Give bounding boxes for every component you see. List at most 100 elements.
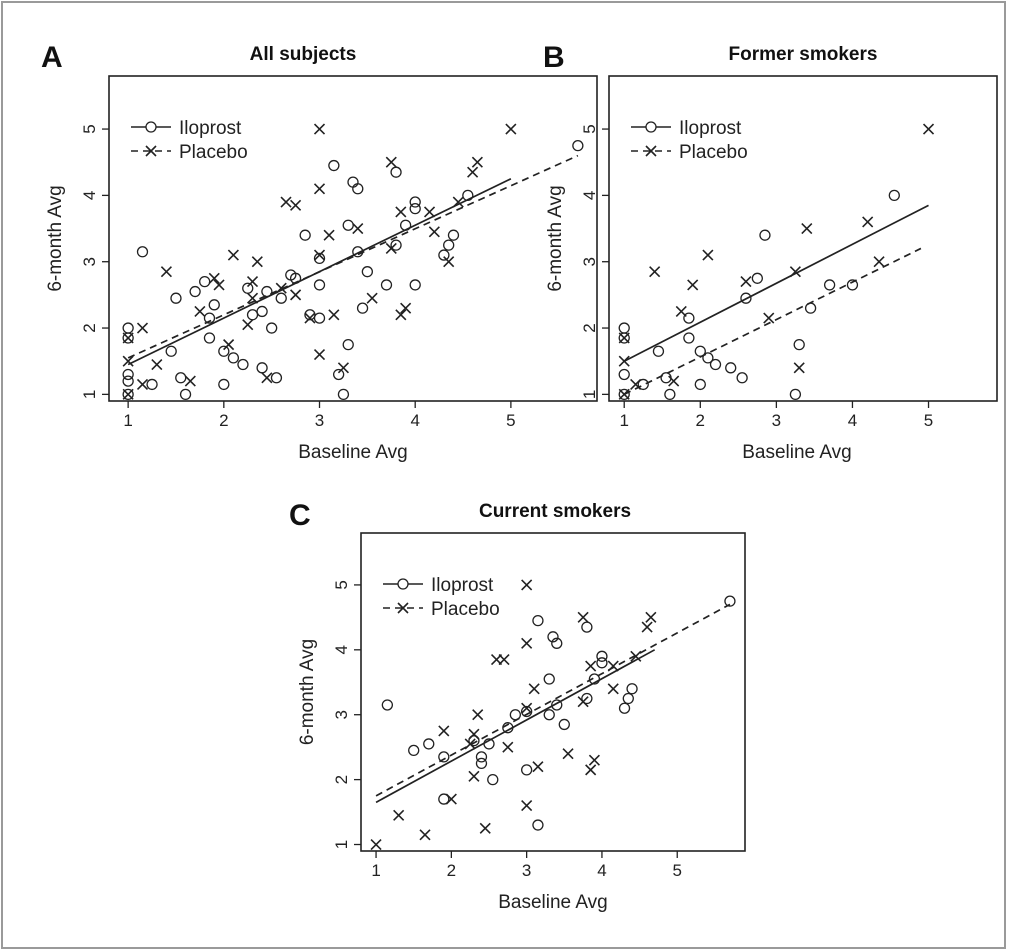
series-placebo: [122, 123, 579, 400]
point-iloprost: [637, 378, 649, 391]
point-iloprost: [313, 312, 326, 324]
point-iloprost: [170, 292, 182, 304]
point-placebo: [313, 183, 326, 195]
point-placebo: [618, 332, 630, 344]
legend-marker-circle: [645, 121, 657, 133]
x-tick-label: 3: [315, 411, 324, 430]
y-tick-label: 3: [80, 257, 99, 266]
point-iloprost: [532, 819, 544, 831]
point-iloprost: [520, 705, 533, 718]
panel-label: B: [543, 41, 565, 74]
point-placebo: [213, 279, 225, 291]
point-placebo: [428, 226, 440, 238]
point-placebo: [290, 199, 302, 211]
y-tick-label: 4: [332, 645, 351, 654]
plot-area: [618, 123, 935, 401]
point-placebo: [687, 279, 699, 291]
point-iloprost: [342, 338, 354, 351]
point-placebo: [242, 319, 254, 331]
point-placebo: [184, 375, 196, 387]
point-iloprost: [443, 239, 455, 251]
y-axis-label: 6-month Avg: [45, 185, 66, 291]
point-iloprost: [618, 322, 630, 334]
point-iloprost: [532, 614, 544, 627]
point-iloprost: [199, 275, 211, 288]
panel-title: All subjects: [250, 44, 357, 65]
point-placebo: [445, 793, 457, 805]
point-placebo: [472, 709, 484, 721]
point-iloprost: [759, 229, 771, 241]
point-iloprost: [543, 673, 555, 685]
y-tick-label: 2: [332, 775, 351, 784]
point-placebo: [395, 206, 407, 218]
point-placebo: [641, 621, 653, 633]
point-iloprost: [502, 722, 514, 734]
fit-line-placebo: [375, 603, 731, 797]
point-iloprost: [122, 375, 134, 387]
point-iloprost: [683, 332, 695, 344]
point-placebo: [261, 372, 273, 384]
point-iloprost: [332, 368, 345, 381]
point-placebo: [223, 339, 235, 351]
point-iloprost: [399, 219, 412, 231]
point-placebo: [160, 266, 172, 278]
point-iloprost: [724, 595, 736, 607]
point-iloprost: [468, 735, 480, 747]
point-iloprost: [823, 279, 836, 291]
legend-marker-circle: [397, 578, 409, 590]
x-tick-label: 1: [371, 861, 380, 880]
point-placebo: [122, 388, 134, 400]
point-placebo: [419, 829, 431, 841]
legend-entry: Iloprost: [431, 575, 494, 596]
series-iloprost: [122, 139, 584, 401]
y-axis-label: 6-month Avg: [545, 185, 566, 291]
point-placebo: [479, 822, 491, 834]
point-iloprost: [709, 358, 722, 371]
point-iloprost: [122, 332, 134, 344]
x-axis-label: Baseline Avg: [298, 442, 408, 463]
x-axis-label: Baseline Avg: [742, 442, 852, 463]
y-tick-label: 2: [580, 323, 599, 332]
x-tick-label: 2: [696, 411, 705, 430]
point-placebo: [607, 683, 619, 695]
series-placebo: [370, 579, 731, 851]
panel-label: C: [289, 499, 311, 532]
plot-area: [122, 123, 584, 401]
point-iloprost: [626, 683, 638, 695]
panel-title: Former smokers: [729, 44, 878, 65]
point-iloprost: [275, 292, 287, 304]
point-placebo: [521, 579, 533, 591]
point-placebo: [313, 249, 326, 261]
point-placebo: [630, 650, 642, 662]
legend-marker-circle: [145, 121, 157, 133]
point-placebo: [385, 156, 397, 168]
point-iloprost: [203, 312, 216, 324]
point-placebo: [275, 282, 287, 294]
fit-line-iloprost: [623, 204, 929, 362]
point-iloprost: [175, 372, 187, 384]
point-iloprost: [409, 203, 421, 215]
point-iloprost: [520, 764, 533, 776]
legend-marker-x: [397, 602, 409, 614]
point-iloprost: [551, 637, 563, 649]
point-placebo: [122, 355, 134, 367]
point-placebo: [668, 375, 680, 387]
point-placebo: [194, 305, 206, 318]
panel-b: B Former smokers 1 2 3 4 5 1 2 3 4 5 Baseline Avg 6-m…: [543, 41, 998, 463]
point-placebo: [873, 256, 885, 268]
legend: Iloprost Placebo: [131, 118, 248, 163]
point-placebo: [393, 809, 405, 821]
point-iloprost: [179, 388, 192, 401]
legend-entry: Placebo: [179, 142, 248, 163]
point-placebo: [280, 196, 292, 208]
series-iloprost: [618, 189, 929, 401]
point-placebo: [618, 388, 630, 400]
point-iloprost: [888, 189, 900, 202]
point-placebo: [443, 256, 455, 268]
point-placebo: [862, 216, 874, 228]
point-iloprost: [652, 345, 665, 357]
point-placebo: [577, 611, 589, 623]
point-placebo: [740, 276, 752, 288]
point-iloprost: [136, 246, 149, 258]
point-placebo: [246, 292, 259, 304]
